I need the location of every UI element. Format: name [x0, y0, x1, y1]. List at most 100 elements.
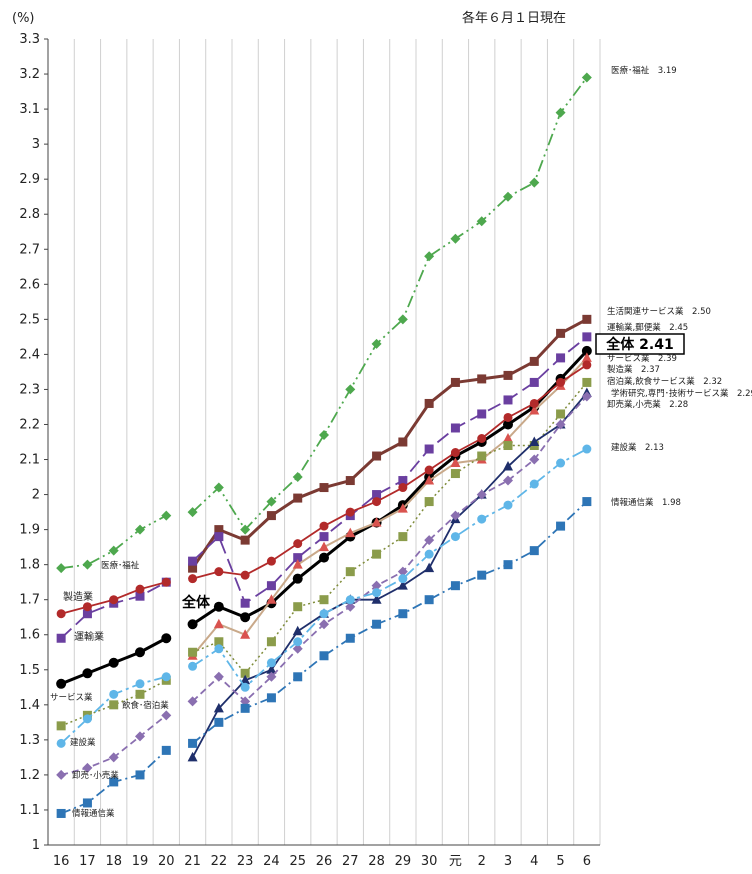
grid-layer [47, 39, 601, 845]
x-tick-label: 21 [184, 854, 201, 869]
data-point [56, 738, 66, 748]
y-tick-label: 2.7 [19, 242, 40, 257]
series-layer [56, 72, 592, 818]
data-point [213, 702, 224, 713]
y-tick-label: 2.2 [19, 417, 40, 432]
data-point [292, 625, 303, 636]
data-point [135, 647, 145, 658]
data-point [240, 674, 251, 685]
series-0 [56, 72, 592, 574]
data-point [503, 191, 513, 202]
data-point [319, 552, 329, 563]
series-line [191, 336, 588, 605]
data-point [398, 574, 408, 584]
x-tick-label: 30 [421, 854, 438, 869]
data-point [450, 532, 460, 542]
data-point [450, 423, 460, 433]
series-end-label: 運輸業,郵便業 2.45 [607, 322, 688, 333]
series-end-label: 建設業 2.13 [611, 442, 664, 453]
data-point [213, 601, 224, 612]
data-point [293, 553, 303, 563]
data-point [424, 549, 434, 559]
data-point [398, 437, 408, 447]
y-tick-label: 2.1 [19, 453, 40, 468]
y-axis-unit-label: (%) [12, 11, 35, 26]
data-point [319, 651, 329, 661]
data-point [240, 612, 251, 623]
data-point [582, 360, 592, 370]
data-point [556, 521, 566, 531]
data-point [214, 717, 224, 727]
data-point [529, 454, 540, 465]
data-point [424, 595, 434, 605]
y-tick-label: 3 [32, 137, 40, 152]
data-point [503, 419, 513, 430]
data-point [398, 532, 408, 542]
data-point [240, 629, 251, 639]
y-tick-label: 2.4 [19, 347, 40, 362]
data-point [556, 328, 566, 338]
data-point [345, 633, 355, 643]
x-tick-label: 20 [158, 854, 175, 869]
x-tick-label: 29 [395, 854, 412, 869]
data-point [108, 545, 119, 556]
data-point [56, 769, 67, 780]
x-tick-label: 18 [105, 854, 122, 869]
data-point [503, 461, 513, 471]
data-point [372, 497, 382, 507]
total-label-box [595, 333, 685, 355]
x-tick-label: 17 [79, 854, 96, 869]
series-end-label: サービス業 2.39 [607, 353, 677, 364]
data-point [135, 770, 145, 780]
data-point [477, 409, 487, 419]
data-point [266, 664, 277, 674]
data-point [266, 637, 276, 647]
series-start-label: 製造業 [63, 590, 93, 603]
x-tick-label: 2 [478, 854, 486, 869]
series-end-label: 卸売業,小売業 2.28 [607, 399, 688, 410]
data-point [503, 395, 513, 405]
x-tick-label: 6 [583, 854, 591, 869]
series-4 [187, 352, 592, 660]
data-point [345, 384, 356, 395]
date-note: 各年６月１日現在 [462, 10, 566, 26]
data-point [188, 738, 198, 748]
data-point [503, 441, 513, 451]
series-start-label: 医療･福祉 [101, 560, 140, 571]
data-point [450, 448, 460, 458]
data-point [240, 682, 250, 692]
x-tick-label: 3 [504, 854, 512, 869]
data-point [424, 535, 435, 546]
data-point [240, 696, 251, 707]
data-point [213, 671, 224, 682]
data-point [529, 479, 539, 489]
data-point [424, 497, 434, 507]
data-point [319, 483, 329, 493]
data-point [82, 714, 92, 724]
y-tick-label: 2.3 [19, 382, 40, 397]
data-point [266, 581, 276, 591]
y-tick-label: 1.5 [19, 663, 40, 678]
data-point [109, 689, 119, 699]
data-point [82, 762, 93, 773]
data-point [292, 472, 303, 483]
data-point [293, 672, 303, 682]
data-point [293, 539, 303, 549]
data-point [319, 595, 329, 605]
data-point [56, 808, 66, 818]
data-point [503, 370, 513, 380]
y-tick-label: 3.2 [19, 67, 40, 82]
data-point [240, 535, 250, 545]
data-point [345, 601, 356, 612]
data-point [319, 609, 329, 619]
series-line [192, 364, 588, 580]
x-tick-label: 4 [530, 854, 538, 869]
data-point [503, 560, 513, 570]
data-point [56, 678, 67, 689]
data-point [450, 581, 460, 591]
data-point [135, 584, 145, 594]
data-point [424, 465, 434, 475]
data-point [477, 451, 487, 461]
data-point [82, 668, 93, 679]
data-point [56, 609, 66, 619]
